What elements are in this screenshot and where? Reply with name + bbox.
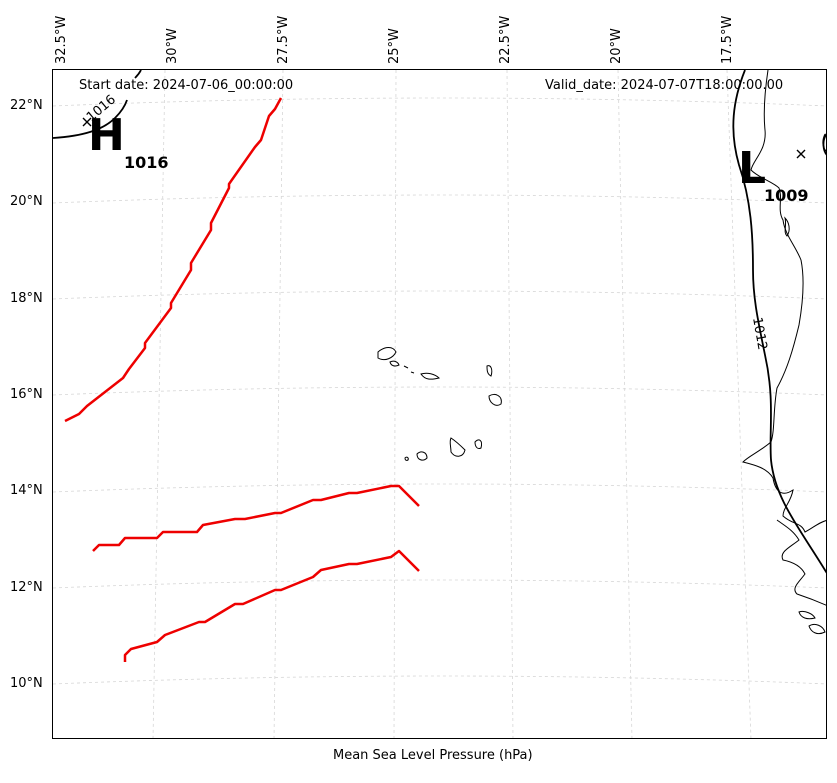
track-south <box>123 549 420 662</box>
island-maio <box>474 439 482 449</box>
isobar-1012 <box>732 70 826 574</box>
low-pressure-letter: L <box>738 143 767 194</box>
storm-tracks <box>64 97 420 662</box>
center-markers <box>82 117 806 159</box>
lat-label-18n: 18°N <box>10 291 43 306</box>
lon-label-30w: 30°W <box>165 28 180 64</box>
isobar-1016-top <box>134 70 142 79</box>
high-pressure-letter: H <box>88 110 125 161</box>
coast-island-2 <box>808 623 826 635</box>
coastline <box>742 70 826 635</box>
meridian-27-5w <box>273 70 284 738</box>
parallel-18n <box>53 290 826 300</box>
low-pressure-value: 1009 <box>764 186 809 205</box>
island-small-dots <box>403 365 415 374</box>
island-santiago <box>449 437 466 457</box>
lat-label-10n: 10°N <box>10 676 43 691</box>
lat-label-20n: 20°N <box>10 194 43 209</box>
map-area[interactable]: 1016 1012 <box>52 69 827 739</box>
valid-date-label: Valid_date: 2024-07-07T18:00:00.00 <box>545 78 784 93</box>
lat-label-22n: 22°N <box>10 98 43 113</box>
island-boa-vista <box>488 393 502 406</box>
island-fogo <box>416 451 428 461</box>
coast-africa <box>742 70 826 533</box>
coast-guinea <box>776 519 826 606</box>
isobars <box>53 70 826 574</box>
meridian-20w <box>617 70 633 738</box>
graticule <box>53 70 826 738</box>
parallel-22n <box>53 97 826 107</box>
parallel-16n <box>53 386 826 396</box>
coast-island-1 <box>798 611 816 620</box>
island-sao-nicolau <box>420 372 440 380</box>
coast-east-edge <box>822 133 826 152</box>
lon-label-20w: 20°W <box>609 28 624 64</box>
high-center-marker <box>82 117 92 127</box>
map-svg: 1016 1012 <box>53 70 826 738</box>
island-sal <box>486 365 493 377</box>
lon-label-32-5w: 32.5°W <box>54 15 69 64</box>
parallel-12n <box>53 579 826 589</box>
track-middle <box>92 484 420 552</box>
island-brava <box>404 456 409 461</box>
meridian-30w <box>152 70 166 738</box>
cape-verde-islands <box>377 347 502 461</box>
meridian-17-5w <box>726 70 752 738</box>
lat-label-16n: 16°N <box>10 387 43 402</box>
start-date-label: Start date: 2024-07-06_00:00:00 <box>79 78 294 93</box>
island-sao-vicente <box>389 360 400 367</box>
meridian-22-5w <box>506 70 514 738</box>
lon-label-25w: 25°W <box>387 28 402 64</box>
lon-label-22-5w: 22.5°W <box>498 15 513 64</box>
low-center-marker <box>796 149 806 159</box>
island-santo-antao <box>377 347 397 361</box>
parallel-14n <box>53 483 826 493</box>
lat-label-12n: 12°N <box>10 580 43 595</box>
map-caption: Mean Sea Level Pressure (hPa) <box>333 748 533 763</box>
lon-label-27-5w: 27.5°W <box>276 15 291 64</box>
coast-bay <box>784 216 790 237</box>
lat-label-14n: 14°N <box>10 483 43 498</box>
parallel-20n <box>53 194 826 204</box>
isobar-label-1012: 1012 <box>749 316 770 351</box>
isobar-1016 <box>53 99 128 139</box>
parallel-10n <box>53 675 826 685</box>
track-north <box>64 97 283 423</box>
lon-label-17-5w: 17.5°W <box>720 15 735 64</box>
high-pressure-value: 1016 <box>124 153 169 172</box>
meridian-25w <box>393 70 397 738</box>
